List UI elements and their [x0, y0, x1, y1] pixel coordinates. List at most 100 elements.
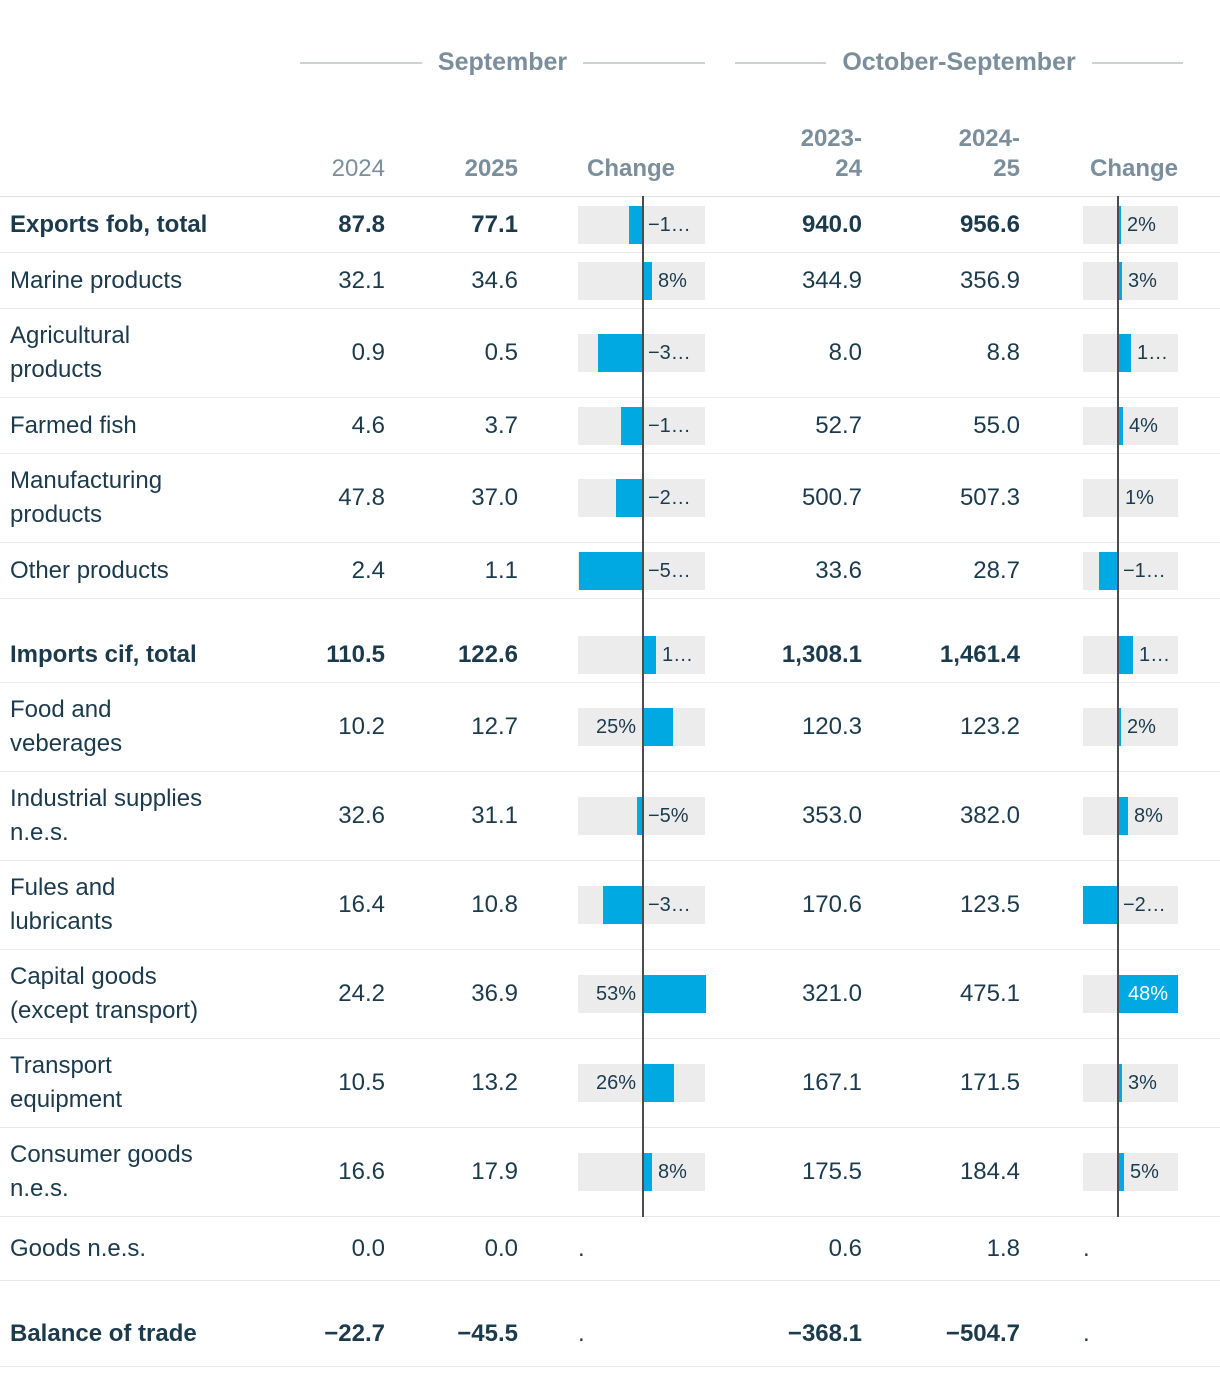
zero-axis-line [1117, 1038, 1119, 1128]
value-2023-24: 170.6 [801, 891, 862, 918]
bar-track [578, 635, 705, 674]
table-row: Exports fob, total 87.8 77.1 −1… 940.0 956.6 2… [0, 196, 1220, 253]
row-label-line: veberages [10, 730, 123, 757]
change-chart-cell: 3% [1083, 252, 1178, 309]
change-bar [1118, 635, 1133, 674]
row-label-line: Other products [10, 556, 169, 584]
table-body: Exports fob, total 87.8 77.1 −1… 940.0 956.6 2… [0, 196, 1220, 1367]
row-label-line: lubricants [10, 908, 113, 935]
value-2023-24: 500.7 [801, 484, 862, 511]
col-header-2025: 2025 [464, 155, 518, 182]
zero-axis-line [1117, 949, 1119, 1039]
zero-axis-line [642, 397, 644, 454]
value-september-2024: 32.6 [338, 802, 385, 829]
change-chart-cell: −2… [578, 453, 705, 543]
zero-axis-line [1117, 542, 1119, 599]
group-header-october-september: October-September [735, 48, 1183, 77]
change-label: 8% [658, 269, 687, 292]
row-label-line: Industrial supplies [10, 785, 203, 812]
zero-axis-line [642, 542, 644, 599]
row-label: Other products [0, 554, 300, 588]
value-2024-25: 184.4 [959, 1158, 1020, 1185]
zero-axis-line [642, 1038, 644, 1128]
zero-axis-line [642, 453, 644, 543]
zero-axis-line [1117, 771, 1119, 861]
zero-axis-line [1117, 453, 1119, 543]
bar-track [1083, 261, 1178, 300]
table-row: Industrial supplies n.e.s. 32.6 31.1 −5% 353.… [0, 771, 1220, 861]
table-row: Capital goods (except transport) 24.2 36.9 5… [0, 949, 1220, 1039]
value-2023-24: −368.1 [787, 1319, 862, 1347]
no-data-dot: . [578, 1234, 585, 1262]
bar-track [1083, 205, 1178, 244]
change-label: 8% [1134, 805, 1163, 827]
change-bar [1099, 551, 1118, 590]
change-chart-cell: 53% [578, 949, 706, 1039]
change-bar [643, 708, 673, 746]
zero-axis-line [1117, 860, 1119, 950]
row-label-line: Imports cif, total [10, 640, 197, 668]
bar-track [578, 1153, 705, 1191]
table-row: Marine products 32.1 34.6 8% 344.9 356.9 3% [0, 252, 1220, 309]
value-september-2025: 37.0 [471, 484, 518, 511]
change-bar [643, 975, 706, 1013]
change-chart-cell: . [1083, 1301, 1178, 1366]
zero-axis-line [642, 1127, 644, 1217]
value-september-2025: 10.8 [471, 891, 518, 918]
value-september-2024: 4.6 [351, 411, 385, 439]
value-september-2025: 0.0 [484, 1234, 518, 1262]
change-chart-cell: 25% [578, 682, 705, 772]
zero-axis-line [642, 682, 644, 772]
zero-axis-line [642, 626, 644, 683]
value-september-2025: 17.9 [471, 1158, 518, 1185]
change-label: −2… [648, 487, 691, 509]
value-2023-24: 321.0 [801, 980, 862, 1007]
change-bar [621, 406, 643, 445]
table-row: Manufacturing products 47.8 37.0 −2… 500.7 507… [0, 453, 1220, 543]
change-chart-cell: 48% [1083, 949, 1178, 1039]
change-bar [643, 1064, 674, 1102]
change-bar [1118, 708, 1121, 746]
value-2024-25: 123.5 [959, 891, 1020, 918]
value-2024-25: 123.2 [959, 713, 1020, 740]
change-chart-cell: −3… [578, 860, 705, 950]
row-label-line: Fules and [10, 874, 116, 901]
col-header-change-september: Change [586, 155, 675, 182]
col-header-2024: 2024 [331, 155, 385, 182]
value-september-2025: 12.7 [471, 713, 518, 740]
table-row: Food and veberages 10.2 12.7 25% 120.3 123.2 2% [0, 682, 1220, 772]
zero-axis-line [642, 196, 644, 253]
zero-axis-line [1117, 252, 1119, 309]
value-2023-24: 8.0 [828, 339, 862, 366]
value-september-2024: 0.0 [351, 1234, 385, 1262]
change-chart-cell: −1… [578, 196, 705, 253]
value-september-2024: 0.9 [351, 339, 385, 366]
value-september-2025: 13.2 [471, 1069, 518, 1096]
row-label: Agricultural products [0, 319, 300, 387]
change-bar [1083, 886, 1118, 924]
row-label-line: Marine products [10, 266, 183, 294]
row-label-line: Capital goods [10, 963, 157, 990]
zero-axis-line [642, 252, 644, 309]
change-label: 4% [1129, 414, 1158, 437]
change-bar [1118, 797, 1128, 835]
value-september-2025: 122.6 [457, 640, 518, 668]
change-label: −1… [648, 213, 691, 236]
zero-axis-line [642, 598, 644, 628]
change-chart-cell: 1… [578, 626, 705, 683]
change-label: 48% [1127, 983, 1169, 1005]
value-2024-25: 1,461.4 [939, 640, 1020, 668]
value-2024-25: 171.5 [959, 1069, 1020, 1096]
change-bar [579, 551, 643, 590]
change-bar [1118, 334, 1131, 372]
change-chart-cell: 8% [578, 252, 705, 309]
value-2024-25: 475.1 [959, 980, 1020, 1007]
value-2023-24: 940.0 [801, 210, 862, 238]
change-bar [598, 334, 643, 372]
change-label: 1… [1137, 342, 1169, 364]
row-label-line: (except transport) [10, 997, 199, 1024]
table-row: Fules and lubricants 16.4 10.8 −3… 170.6 123.5… [0, 860, 1220, 950]
table-row: Other products 2.4 1.1 −5… 33.6 28.7 −1… [0, 542, 1220, 599]
value-september-2024: 16.6 [338, 1158, 385, 1185]
